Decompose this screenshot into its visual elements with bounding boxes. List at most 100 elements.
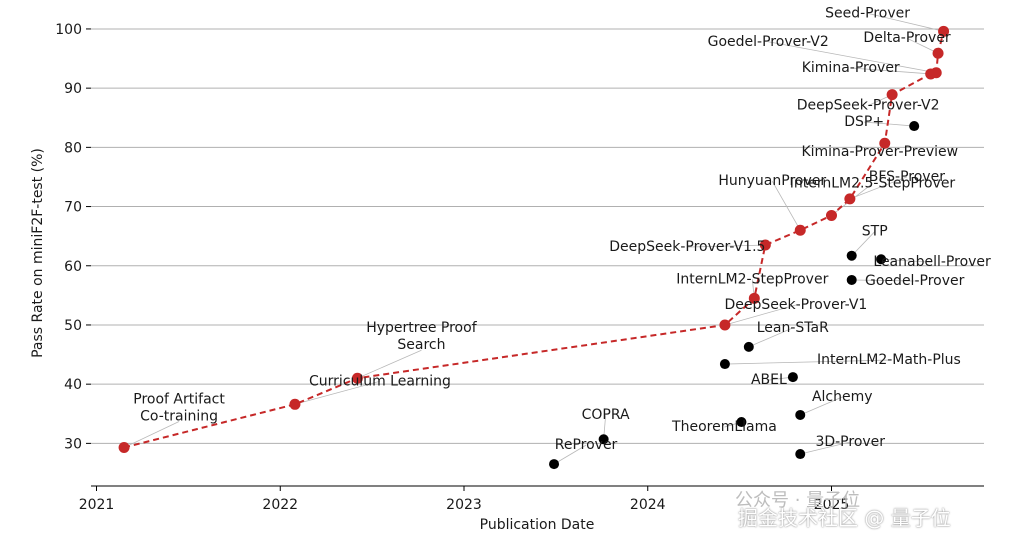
connector-kimina-prover <box>850 67 931 75</box>
point-label-theoremllama: TheoremLlama <box>671 419 777 435</box>
connector-deepseek-prover-v1.5 <box>687 244 766 248</box>
frontier-point-7 <box>825 209 837 221</box>
point-label-dsp+: DSP+ <box>844 114 884 130</box>
frontier-point-1 <box>289 398 301 410</box>
connector-lean-star <box>748 327 793 348</box>
connector-bfs-prover <box>849 176 908 200</box>
connector-hunyuanprover <box>771 181 801 231</box>
x-tick-label-2021: 2021 <box>79 497 115 513</box>
point-label-deepseek-prover-v1.5: DeepSeek-Prover-V1.5 <box>609 239 765 255</box>
other-point-9 <box>876 254 887 265</box>
label-connectors <box>123 12 944 465</box>
connector-stp <box>851 231 875 256</box>
y-tick-label-90: 90 <box>64 81 82 97</box>
axis-ticks: 30 40 50 60 70 80 90 100 2021 2022 2023 2024 2025 <box>55 22 849 513</box>
y-tick-label-60: 60 <box>64 259 82 275</box>
point-label-internlm2-stepprover: InternLM2-StepProver <box>676 271 828 287</box>
connector-goedel-prover-v2 <box>768 41 937 74</box>
point-label-goedel-prover: Goedel-Prover <box>865 273 965 289</box>
point-label-kimina-prover: Kimina-Prover <box>802 60 900 76</box>
point-label-copra: COPRA <box>582 407 630 423</box>
point-label-hypertree-proof-search: Hypertree Proof Search <box>366 320 477 353</box>
point-label-internlm2-math-plus: InternLM2-Math-Plus <box>817 352 961 368</box>
frontier-point-3 <box>719 319 731 331</box>
frontier-point-6 <box>794 224 806 236</box>
y-tick-label-30: 30 <box>64 436 82 452</box>
point-label-internlm2.5-stepprover: InternLM2.5-StepProver <box>790 175 956 191</box>
connector-deepseek-prover-v1 <box>724 304 797 326</box>
point-label-hunyuanprover: HunyuanProver <box>718 173 826 189</box>
point-label-line: Search <box>397 337 445 353</box>
point-label-stp: STP <box>862 224 888 240</box>
y-tick-label-100: 100 <box>55 22 82 38</box>
point-label-proof-artifact-co-training: Proof Artifact Co-training <box>133 392 225 425</box>
frontier-point-14 <box>938 25 950 37</box>
x-tick-label-2024: 2024 <box>630 497 666 513</box>
y-axis-label: Pass Rate on miniF2F-test (%) <box>30 148 46 358</box>
frontier-point-0 <box>118 442 130 454</box>
connector-curriculum-learning <box>294 380 381 405</box>
other-point-7 <box>743 341 754 352</box>
point-label-line: Co-training <box>140 409 218 425</box>
point-label-deepseek-prover-v1: DeepSeek-Prover-V1 <box>724 297 867 313</box>
other-point-10 <box>846 274 857 285</box>
other-point-1 <box>598 434 609 445</box>
connector-leanabell-prover <box>881 258 933 263</box>
point-label-delta-prover: Delta-Prover <box>863 30 951 46</box>
point-labels: Proof Artifact Co-training Curriculum Lear… <box>133 5 991 453</box>
point-label-bfs-prover: BFS-Prover <box>869 169 945 185</box>
connector-seed-prover <box>867 12 944 32</box>
point-label-curriculum-learning: Curriculum Learning <box>309 373 451 389</box>
watermark-top: 公众号 · 量子位 <box>735 490 861 511</box>
frontier-point-13 <box>932 47 944 59</box>
connector-goedel-prover <box>851 279 915 282</box>
data-points <box>118 25 950 470</box>
frontier-line <box>123 31 945 449</box>
other-point-2 <box>736 417 747 428</box>
other-point-11 <box>909 121 920 132</box>
y-tick-label-40: 40 <box>64 377 82 393</box>
connector-delta-prover <box>906 37 939 54</box>
frontier-point-8 <box>844 193 856 205</box>
connector-hypertree-proof-search <box>357 349 422 379</box>
x-tick-label-2022: 2022 <box>262 497 298 513</box>
other-point-4 <box>795 409 806 420</box>
y-tick-label-80: 80 <box>64 140 82 156</box>
point-label-3d-prover: 3D-Prover <box>815 434 885 450</box>
point-label-deepseek-prover-v2: DeepSeek-Prover-V2 <box>797 98 940 114</box>
frontier-point-5 <box>759 239 771 251</box>
x-tick-label-2023: 2023 <box>446 497 482 513</box>
grid-lines <box>91 28 984 444</box>
other-point-5 <box>787 372 798 383</box>
connector-reprover <box>553 444 587 465</box>
connector-internlm2-math-plus <box>724 359 889 365</box>
point-label-goedel-prover-v2: Goedel-Prover-V2 <box>708 34 829 50</box>
connector-proof-artifact-co-training <box>123 421 180 448</box>
frontier-point-4 <box>748 292 760 304</box>
frontier-point-12 <box>930 67 942 79</box>
other-point-6 <box>719 359 730 370</box>
point-label-line: Hypertree Proof <box>366 320 477 336</box>
x-tick-label-2025: 2025 <box>814 497 850 513</box>
other-point-8 <box>846 250 857 261</box>
point-label-alchemy: Alchemy <box>812 389 873 405</box>
point-label-line: Proof Artifact <box>133 392 225 408</box>
frontier-point-10 <box>886 89 898 101</box>
x-axis-label: Publication Date <box>480 517 595 533</box>
point-label-leanabell-prover: Leanabell-Prover <box>873 254 991 270</box>
point-label-seed-prover: Seed-Prover <box>825 5 910 21</box>
y-tick-label-70: 70 <box>64 200 82 216</box>
other-point-0 <box>549 459 560 470</box>
frontier-point-2 <box>351 372 363 384</box>
connector-3d-prover <box>800 441 851 455</box>
point-label-reprover: ReProver <box>555 437 618 453</box>
watermark-bottom: 掘金技术社区 @ 量子位 <box>738 506 951 530</box>
other-point-3 <box>795 449 806 460</box>
connector-dsp+ <box>864 121 915 127</box>
point-label-abel: ABEL <box>751 372 787 388</box>
point-label-kimina-prover-preview: Kimina-Prover-Preview <box>801 144 958 160</box>
connector-alchemy <box>800 396 843 416</box>
point-label-lean-star: Lean-STaR <box>757 320 829 336</box>
frontier-point-9 <box>879 137 891 149</box>
